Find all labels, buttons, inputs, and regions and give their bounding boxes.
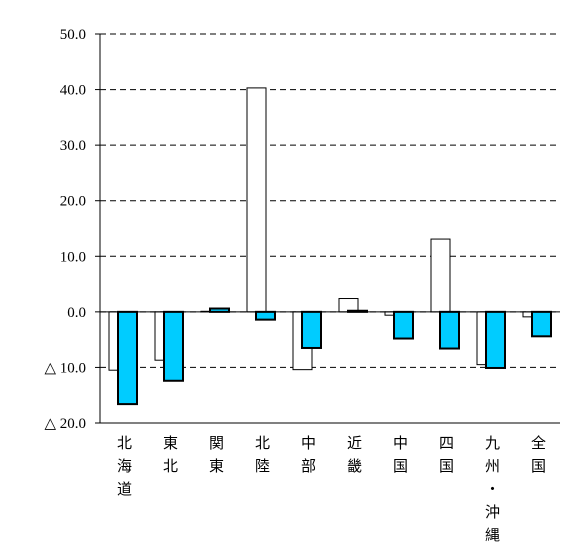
bar — [209, 307, 230, 313]
bar — [117, 310, 138, 406]
bar — [246, 87, 267, 313]
bar — [163, 310, 184, 382]
bar — [531, 310, 552, 338]
bar — [255, 310, 276, 321]
x-tick-label: 東北 — [161, 435, 178, 481]
x-tick-label: 近畿 — [345, 435, 362, 481]
y-tick-label: △ 10.0 — [44, 360, 86, 376]
bar — [439, 310, 460, 350]
bar — [485, 310, 506, 369]
bar — [393, 310, 414, 340]
x-tick-label: 全国 — [529, 434, 546, 481]
x-tick-label: 四国 — [437, 435, 453, 481]
x-tick-label: 中国 — [391, 435, 407, 481]
x-tick-label: 中部 — [299, 435, 316, 481]
x-tick-label: 九州・沖縄 — [483, 435, 500, 548]
bar — [301, 310, 322, 349]
y-tick-label: 30.0 — [60, 138, 86, 154]
y-tick-label: 10.0 — [60, 249, 86, 265]
y-tick-label: 40.0 — [60, 83, 86, 99]
bar — [430, 238, 451, 313]
y-tick-label: 0.0 — [67, 305, 86, 321]
x-tick-label: 北海道 — [115, 435, 132, 504]
x-tick-label: 関東 — [207, 435, 224, 481]
y-tick-label: 50.0 — [60, 27, 86, 43]
y-tick-label: △ 20.0 — [44, 416, 86, 432]
x-tick-label: 北陸 — [253, 435, 270, 481]
y-tick-label: 20.0 — [60, 194, 86, 210]
